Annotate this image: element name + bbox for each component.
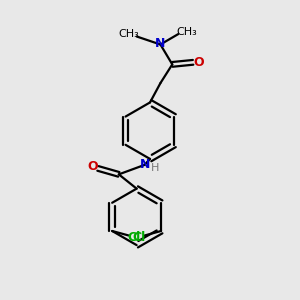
Text: CH₃: CH₃ (176, 27, 197, 37)
Text: Cl: Cl (133, 231, 146, 244)
Text: CH₃: CH₃ (118, 29, 139, 39)
Text: Cl: Cl (127, 231, 140, 244)
Text: O: O (87, 160, 98, 173)
Text: N: N (155, 38, 166, 50)
Text: H: H (151, 163, 159, 173)
Text: O: O (193, 56, 204, 69)
Text: N: N (140, 158, 150, 171)
